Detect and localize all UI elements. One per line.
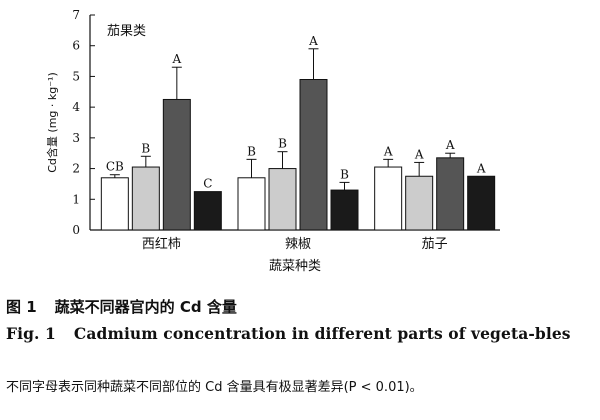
bar xyxy=(193,191,222,231)
significance-letter: CB xyxy=(106,160,124,174)
bar xyxy=(131,166,160,231)
figure-caption-english: Fig. 1 Cadmium concentration in different… xyxy=(6,322,594,345)
y-tick-label: 4 xyxy=(72,100,80,114)
bar xyxy=(436,157,465,231)
x-axis-label: 蔬菜种类 xyxy=(269,259,321,274)
figure-title-cn: 蔬菜不同器官内的 Cd 含量 xyxy=(54,298,237,316)
significance-letter: B xyxy=(278,137,287,151)
x-tick-label: 西红柿 xyxy=(142,236,181,252)
figure-number-cn: 图 1 xyxy=(6,298,37,316)
y-axis-label: Cd含量 (mg · kg⁻¹) xyxy=(45,72,59,173)
significance-letter: A xyxy=(476,161,486,175)
figure-number-en: Fig. 1 xyxy=(6,324,56,343)
bar xyxy=(299,79,328,231)
significance-letter: A xyxy=(383,144,393,158)
y-tick-label: 2 xyxy=(72,162,80,176)
significance-letter: B xyxy=(141,141,150,155)
chart-canvas: 0 1 2 3 4 5 6 7 Cd含量 (mg · kg⁻¹) 茄果类 CB B A C 西红柿 B B A B 辣… xyxy=(45,8,500,274)
y-tick-label: 5 xyxy=(72,69,80,83)
figure-caption-chinese: 图 1 蔬菜不同器官内的 Cd 含量 xyxy=(6,296,594,317)
bar xyxy=(268,168,297,231)
significance-letter: C xyxy=(203,177,212,191)
bar xyxy=(100,177,129,231)
bar xyxy=(405,175,434,231)
y-tick-label: 0 xyxy=(72,223,80,237)
figure-footnote: 不同字母表示同种蔬菜不同部位的 Cd 含量具有极显著差异(P < 0.01)。 xyxy=(6,380,423,395)
bar xyxy=(330,189,359,231)
bar-chart-figure: 0 1 2 3 4 5 6 7 Cd含量 (mg · kg⁻¹) 茄果类 CB B A C 西红柿 B B A B 辣… xyxy=(45,8,500,274)
significance-letter: A xyxy=(308,34,318,48)
bar xyxy=(162,98,191,231)
panel-label: 茄果类 xyxy=(107,24,146,39)
y-tick-label: 7 xyxy=(72,8,80,22)
x-tick-label: 辣椒 xyxy=(285,237,311,252)
y-tick-label: 6 xyxy=(72,39,80,53)
significance-letter: A xyxy=(445,138,455,152)
bar xyxy=(467,175,496,231)
significance-letter: B xyxy=(340,167,349,181)
bar xyxy=(374,166,403,231)
y-tick-label: 3 xyxy=(72,131,80,145)
significance-letter: B xyxy=(247,144,256,158)
bar xyxy=(237,177,266,231)
significance-letter: A xyxy=(414,147,424,161)
figure-title-en: Cadmium concentration in different parts… xyxy=(73,324,571,343)
significance-letter: A xyxy=(171,52,181,66)
y-tick-label: 1 xyxy=(72,192,80,206)
x-tick-label: 茄子 xyxy=(422,237,448,252)
